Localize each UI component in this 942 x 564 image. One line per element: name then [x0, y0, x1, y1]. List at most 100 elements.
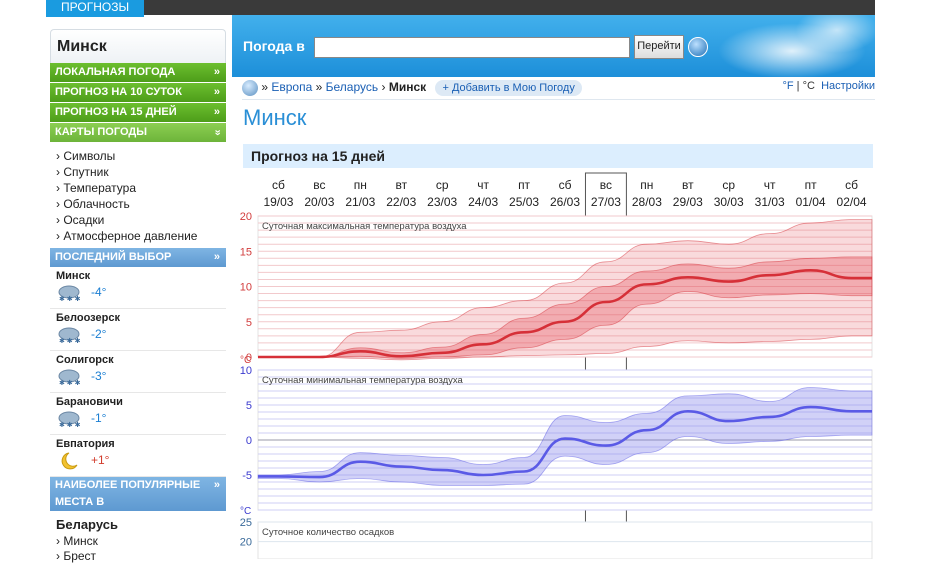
day-date-label: 24/03 [468, 195, 498, 209]
day-date-label: 26/03 [550, 195, 580, 209]
day-of-week-label: пн [640, 178, 653, 192]
settings-link[interactable]: Настройки [821, 80, 875, 92]
map-link-pressure[interactable]: › Атмосферное давление [56, 228, 226, 244]
recent-header[interactable]: ПОСЛЕДНИЙ ВЫБОР » [50, 248, 226, 267]
day-of-week-label: вт [395, 178, 407, 192]
day-of-week-label: ср [436, 178, 449, 192]
country-name: Беларусь [50, 511, 226, 532]
cloud-decoration [792, 15, 875, 55]
search-input[interactable] [314, 37, 630, 58]
day-date-label: 02/04 [837, 195, 867, 209]
map-link-satellite[interactable]: › Спутник [56, 164, 226, 180]
city-temp: -3° [91, 369, 106, 383]
page-title: Минск [243, 105, 306, 131]
breadcrumb-city: Минск [389, 80, 426, 94]
popular-header[interactable]: НАИБОЛЕЕ ПОПУЛЯРНЫЕ МЕСТА В» [50, 477, 226, 511]
day-of-week-label: пт [518, 178, 530, 192]
search-header: Погода в Перейти [232, 15, 875, 77]
day-date-label: 22/03 [386, 195, 416, 209]
day-date-label: 30/03 [714, 195, 744, 209]
y-tick-label: 5 [246, 317, 252, 329]
day-date-label: 28/03 [632, 195, 662, 209]
day-date-label: 20/03 [304, 195, 334, 209]
globe-icon[interactable] [242, 80, 258, 96]
recent-city[interactable]: Солигорск ✱ ✱ ✱ -3° [50, 351, 226, 393]
day-of-week-label: сб [272, 178, 285, 192]
breadcrumb: » Европа » Беларусь › Минск + Добавить в… [242, 80, 875, 98]
search-label: Погода в [243, 38, 305, 54]
day-of-week-label: пт [805, 178, 817, 192]
add-to-my-weather-button[interactable]: + Добавить в Мою Погоду [435, 80, 581, 96]
forecast-header: Прогноз на 15 дней [243, 144, 873, 168]
menu-label: ЛОКАЛЬНАЯ ПОГОДА [55, 66, 175, 78]
day-of-week-label: сб [559, 178, 572, 192]
popular-city-link[interactable]: › Минск [56, 534, 226, 549]
breadcrumb-separator: › [381, 80, 385, 94]
recent-city[interactable]: Барановичи ✱ ✱ ✱ -1° [50, 393, 226, 435]
y-tick-label: 10 [240, 282, 252, 294]
city-temp: -4° [91, 285, 106, 299]
map-link-precipitation[interactable]: › Осадки [56, 212, 226, 228]
day-date-label: 27/03 [591, 195, 621, 209]
breadcrumb-belarus[interactable]: Беларусь [326, 80, 378, 94]
day-of-week-label: ср [722, 178, 735, 192]
y-tick-label: 15 [240, 246, 252, 258]
y-tick-label: 0 [246, 435, 252, 447]
day-date-label: 21/03 [345, 195, 375, 209]
unit-label: °C [240, 506, 251, 517]
svg-text:✱ ✱ ✱: ✱ ✱ ✱ [59, 421, 81, 428]
go-button[interactable]: Перейти [634, 35, 684, 59]
day-date-label: 01/04 [796, 195, 826, 209]
map-link-temperature[interactable]: › Температура [56, 180, 226, 196]
popular-header-label: НАИБОЛЕЕ ПОПУЛЯРНЫЕ МЕСТА В [55, 479, 200, 508]
day-date-label: 25/03 [509, 195, 539, 209]
menu-10-day-forecast[interactable]: ПРОГНОЗ НА 10 СУТОК » [50, 83, 226, 102]
arrow-icon: » [214, 83, 220, 102]
recent-header-label: ПОСЛЕДНИЙ ВЫБОР [55, 251, 171, 263]
snow-cloud-icon: ✱ ✱ ✱ [55, 410, 85, 428]
snow-cloud-icon: ✱ ✱ ✱ [55, 284, 85, 302]
chevron-down-icon: » [214, 248, 220, 267]
tab-forecasts[interactable]: ПРОГНОЗЫ [46, 0, 144, 17]
menu-local-weather[interactable]: ЛОКАЛЬНАЯ ПОГОДА » [50, 63, 226, 82]
y-tick-label: 10 [240, 365, 252, 377]
day-of-week-label: сб [845, 178, 858, 192]
map-link-clouds[interactable]: › Облачность [56, 196, 226, 212]
day-date-label: 31/03 [755, 195, 785, 209]
day-of-week-label: вт [682, 178, 694, 192]
city-temp: +1° [91, 453, 109, 467]
breadcrumb-europe[interactable]: Европа [271, 80, 312, 94]
day-of-week-label: пн [354, 178, 367, 192]
unit-celsius: °C [803, 80, 815, 92]
menu-weather-maps[interactable]: КАРТЫ ПОГОДЫ» [50, 123, 226, 142]
recent-city[interactable]: Евпатория +1° [50, 435, 226, 477]
breadcrumb-separator: » [316, 80, 323, 94]
city-name: Солигорск [56, 354, 226, 366]
forecast-chart: сб19/03вс20/03пн21/03вт22/03ср23/03чт24/… [230, 170, 875, 559]
panel-title: Суточная максимальная температура воздух… [262, 221, 467, 232]
popular-cities: › Минск › Брест [50, 532, 226, 564]
snow-cloud-icon: ✱ ✱ ✱ [55, 326, 85, 344]
arrow-icon: » [214, 63, 220, 82]
y-tick-label: -5 [242, 470, 252, 482]
recent-city[interactable]: Минск ✱ ✱ ✱ -4° [50, 267, 226, 309]
city-name: Евпатория [56, 438, 226, 450]
day-date-label: 23/03 [427, 195, 457, 209]
map-link-symbols[interactable]: › Символы [56, 148, 226, 164]
day-of-week-label: чт [764, 178, 776, 192]
city-name: Барановичи [56, 396, 226, 408]
globe-icon[interactable] [688, 37, 708, 57]
y-tick-label: 25 [240, 517, 252, 529]
menu-15-day-forecast[interactable]: ПРОГНОЗ НА 15 ДНЕЙ» [50, 103, 226, 122]
recent-city[interactable]: Белоозерск ✱ ✱ ✱ -2° [50, 309, 226, 351]
day-of-week-label: чт [477, 178, 489, 192]
svg-text:✱ ✱ ✱: ✱ ✱ ✱ [59, 379, 81, 386]
popular-city-link[interactable]: › Брест [56, 549, 226, 564]
city-name: Минск [56, 270, 226, 282]
unit-fahrenheit-link[interactable]: °F [782, 80, 793, 92]
arrow-icon: » [214, 103, 220, 122]
panel-title: Суточное количество осадков [262, 527, 394, 538]
menu-label: ПРОГНОЗ НА 10 СУТОК [55, 86, 182, 98]
day-of-week-label: вс [600, 178, 612, 192]
y-tick-label: 20 [240, 537, 252, 549]
